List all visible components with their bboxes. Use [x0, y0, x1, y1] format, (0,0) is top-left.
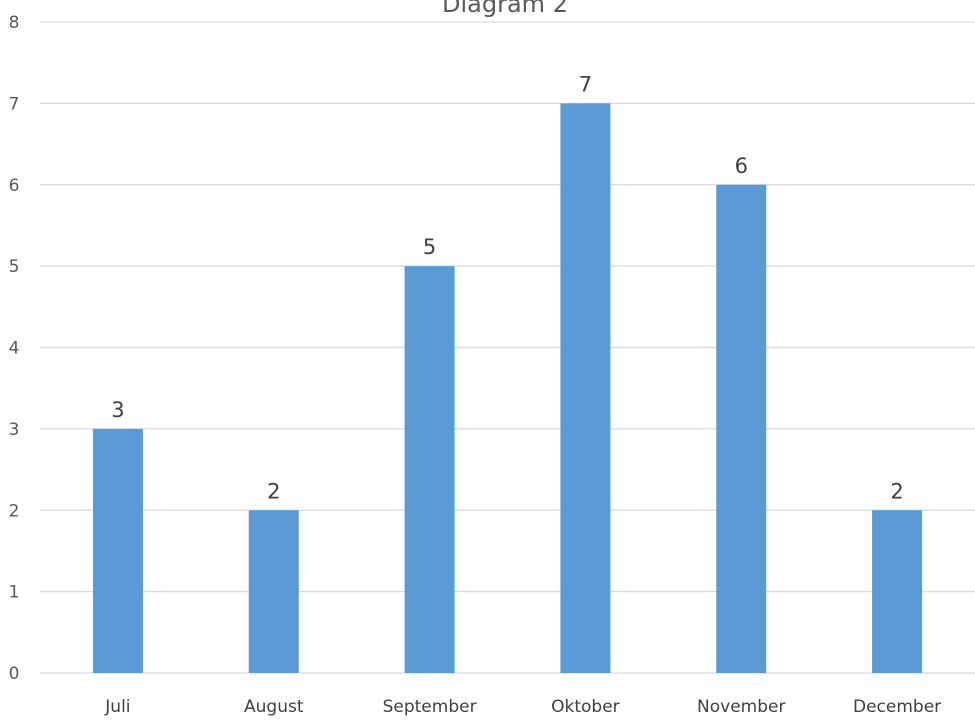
- y-tick-label: 5: [9, 257, 20, 277]
- x-category-label: Juli: [104, 697, 130, 717]
- data-label-september: 5: [423, 235, 436, 259]
- data-label-august: 2: [267, 479, 280, 503]
- y-tick-label: 1: [9, 583, 20, 603]
- bar-november: [716, 184, 767, 673]
- data-label-juli: 3: [111, 398, 124, 422]
- x-category-label: Oktober: [551, 697, 620, 717]
- data-label-december: 2: [890, 479, 903, 503]
- y-tick-label: 0: [9, 664, 20, 684]
- data-label-oktober: 7: [579, 72, 592, 96]
- y-tick-label: 8: [9, 13, 20, 33]
- data-label-november: 6: [735, 154, 748, 178]
- y-tick-label: 7: [9, 94, 20, 114]
- bar-september: [404, 266, 455, 673]
- x-category-label: December: [853, 697, 941, 717]
- y-tick-label: 3: [9, 420, 20, 440]
- gridlines: [40, 21, 975, 674]
- data-labels: 3 2 5 7 6 2: [111, 72, 904, 503]
- x-category-label: September: [383, 697, 477, 717]
- x-axis-categories: Juli August September Oktober November Decemb…: [104, 697, 941, 717]
- y-tick-label: 6: [9, 176, 20, 196]
- y-tick-label: 2: [9, 501, 20, 521]
- y-axis-ticks: 0 1 2 3 4 5 6 7 8: [9, 13, 20, 684]
- bar-august: [248, 510, 299, 673]
- y-tick-label: 4: [9, 339, 20, 359]
- bar-juli: [92, 428, 143, 673]
- bars: [92, 103, 923, 673]
- x-category-label: August: [244, 697, 304, 717]
- bar-oktober: [560, 103, 611, 673]
- bar-december: [872, 510, 923, 673]
- chart-title: Diagram 2: [442, 0, 568, 18]
- x-category-label: November: [697, 697, 785, 717]
